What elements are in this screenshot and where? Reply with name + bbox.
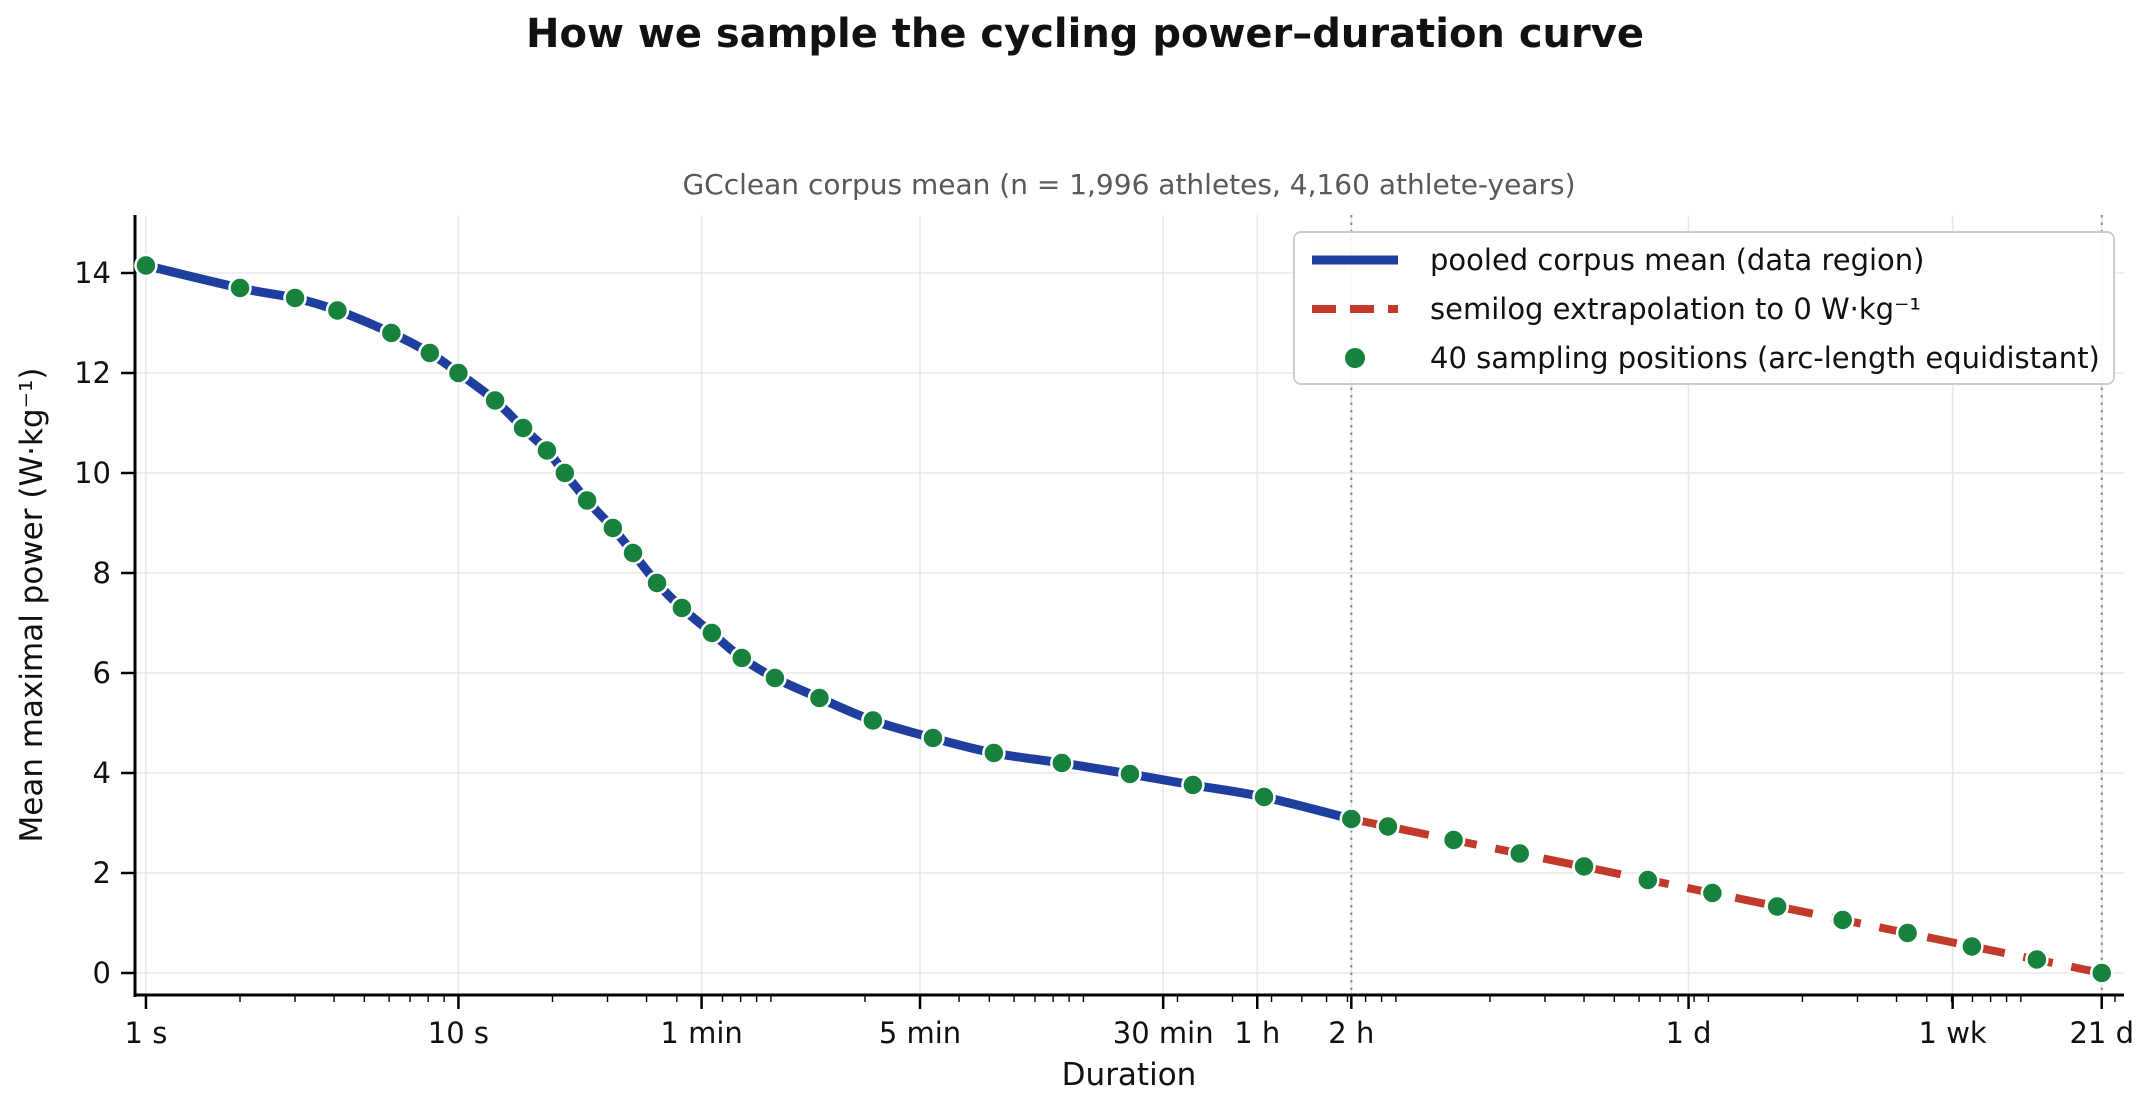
sample-point: [1636, 868, 1660, 892]
sample-point: [861, 708, 885, 733]
y-tick-label: 10: [74, 456, 111, 490]
sample-point: [807, 686, 832, 710]
legend-item-label: pooled corpus mean (data region): [1430, 243, 1925, 277]
series: [134, 253, 2114, 985]
sample-point: [1830, 908, 1855, 932]
sample-point: [418, 341, 442, 365]
sample-point: [700, 621, 724, 645]
sample-point: [670, 596, 694, 620]
legend-item-label: semilog extrapolation to 0 W·kg⁻¹: [1430, 292, 1921, 326]
sample-point: [730, 646, 754, 670]
sample-point: [511, 416, 535, 440]
sample-point: [535, 438, 559, 463]
sample-point: [1572, 854, 1596, 879]
sample-point: [645, 571, 669, 595]
y-tick-label: 12: [74, 356, 111, 390]
sample-point: [1441, 828, 1466, 852]
sample-point: [1339, 807, 1364, 831]
x-tick-label: 21 d: [2069, 1016, 2134, 1050]
sample-point: [1700, 881, 1725, 905]
sample-point: [446, 361, 471, 385]
sample-point: [1118, 762, 1142, 786]
sample-point: [921, 726, 945, 750]
y-tick-label: 6: [93, 656, 111, 690]
sample-point: [1181, 773, 1205, 797]
y-tick-label: 0: [93, 956, 111, 990]
legend-item-label: 40 sampling positions (arc-length equidi…: [1430, 341, 2100, 375]
y-tick-label: 14: [74, 256, 111, 290]
sample-point: [1376, 814, 1400, 839]
legend-item: pooled corpus mean (data region): [1312, 243, 1925, 277]
sample-point: [1765, 894, 1789, 919]
x-tick-label: 1 h: [1234, 1016, 1280, 1050]
sample-point: [601, 516, 625, 540]
x-tick-label: 1 d: [1666, 1016, 1712, 1050]
y-tick-label: 2: [93, 856, 111, 890]
legend-dot-swatch: [1345, 348, 1365, 368]
sample-point: [325, 298, 350, 323]
sample-point: [1960, 934, 1984, 959]
x-tick-label: 1 wk: [1919, 1016, 1987, 1050]
x-tick-label: 2 h: [1328, 1016, 1374, 1050]
legend: pooled corpus mean (data region) semilog …: [1293, 231, 2115, 385]
sample-point: [2089, 961, 2114, 985]
data-curve: [141, 261, 1356, 824]
sample-point: [1050, 751, 1074, 775]
sample-point: [1252, 785, 1276, 809]
x-tick-label: 1 min: [660, 1016, 742, 1050]
sample-point: [379, 321, 404, 345]
y-tick-label: 8: [93, 556, 111, 590]
legend-item: 40 sampling positions (arc-length equidi…: [1345, 341, 2100, 375]
sample-point: [283, 286, 307, 310]
y-tick-label: 4: [93, 756, 111, 790]
sample-point: [553, 461, 577, 485]
y-axis-label: Mean maximal power (W·kg⁻¹): [14, 368, 50, 843]
x-tick-label: 5 min: [879, 1016, 961, 1050]
chart-title: How we sample the cycling power–duration…: [526, 11, 1644, 57]
sample-point: [228, 276, 252, 300]
sample-point: [2025, 947, 2049, 972]
sample-point: [1895, 921, 1920, 945]
x-tick-label: 10 s: [428, 1016, 489, 1050]
chart-subtitle: GCclean corpus mean (n = 1,996 athletes,…: [682, 168, 1575, 201]
sample-point: [982, 741, 1006, 765]
axes: 1 s 10 s 1 min 5 min 30 min 1 h 2 h 1 d 1 wk 21 d…: [74, 215, 2134, 1050]
legend-item: semilog extrapolation to 0 W·kg⁻¹: [1312, 292, 1921, 326]
sample-point: [483, 388, 507, 413]
sample-point: [621, 541, 645, 565]
sample-point: [134, 253, 158, 278]
sample-point: [1507, 841, 1532, 866]
legend-box: [1293, 231, 2115, 385]
x-axis-label: Duration: [1062, 1057, 1197, 1093]
sample-point: [763, 666, 787, 690]
x-tick-label: 1 s: [125, 1016, 168, 1050]
x-tick-label: 30 min: [1113, 1016, 1214, 1050]
sample-point: [575, 488, 599, 513]
